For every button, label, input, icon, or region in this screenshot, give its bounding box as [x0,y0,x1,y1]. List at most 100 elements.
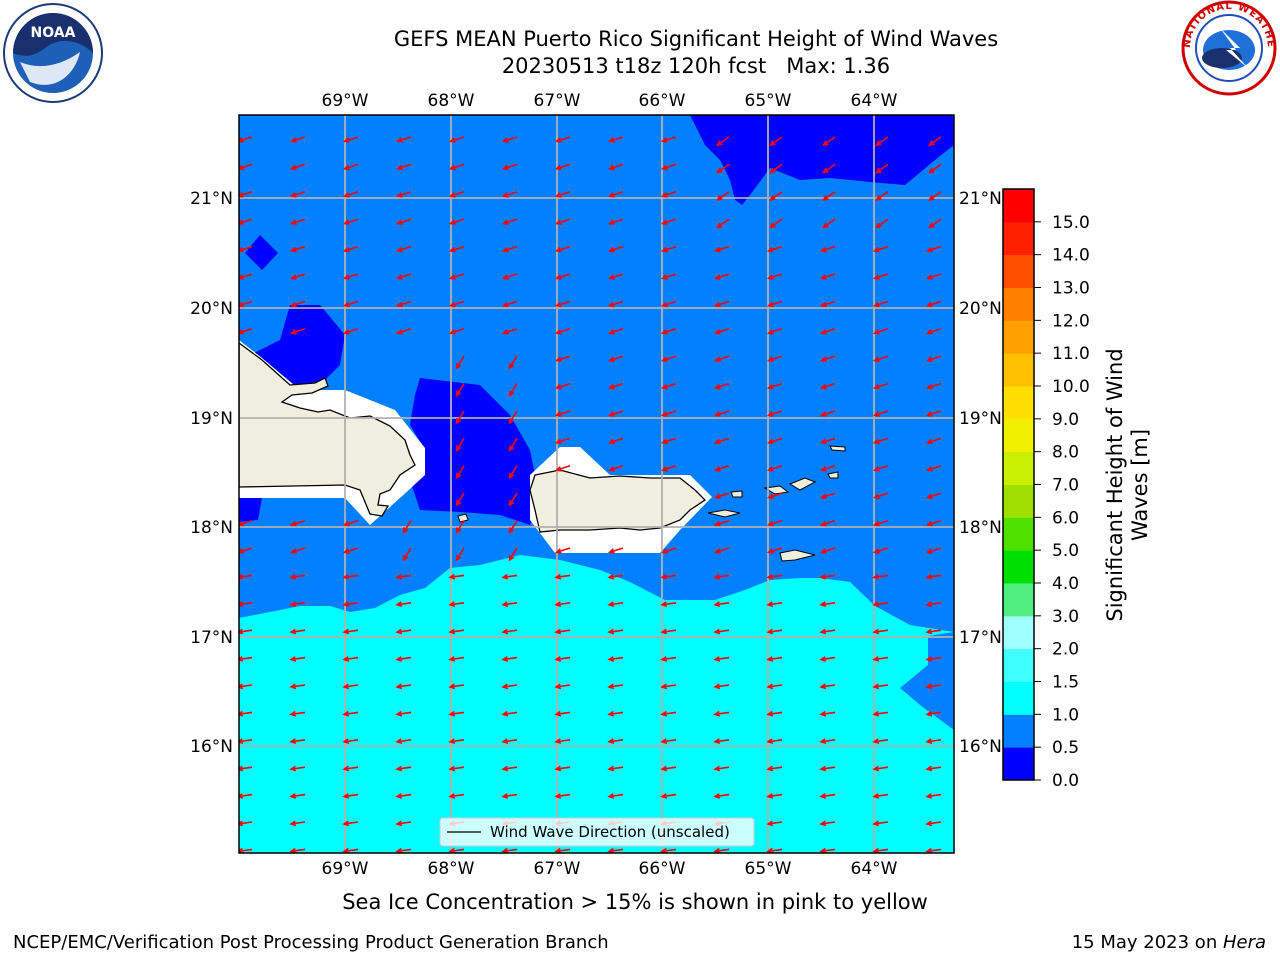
colorbar-segment [1003,747,1034,781]
wave-direction-arrow [872,601,889,608]
wave-direction-arrow [342,163,359,171]
wave-direction-arrow [822,136,836,147]
wave-direction-arrow [239,300,253,308]
wave-direction-arrow [554,163,571,171]
wave-direction-arrow [819,765,836,772]
wave-direction-arrow [872,820,889,827]
wave-direction-arrow [508,437,518,452]
wave-direction-arrow [925,382,942,390]
wave-direction-arrow [713,710,730,717]
wave-direction-arrow [766,547,783,554]
colorbar-segment [1003,353,1034,387]
wave-direction-arrow [455,520,465,535]
wave-direction-arrow [660,410,677,417]
wave-direction-arrow [607,191,624,198]
wave-direction-arrow [554,547,571,554]
wave-direction-arrow [289,218,306,225]
wave-direction-arrow [342,547,359,554]
wave-direction-arrow [819,738,836,745]
colorbar-segment [1003,287,1034,321]
colorbar-tick-label: 1.0 [1052,705,1079,725]
wave-direction-arrow [455,465,465,480]
wave-direction-arrow [342,273,359,280]
wave-direction-arrow [448,245,465,253]
wave-direction-arrow [713,328,730,335]
colorbar-tick-label: 15.0 [1052,213,1090,233]
wave-direction-arrow [713,273,730,280]
wave-direction-arrow [289,547,306,554]
wave-direction-arrow [239,519,253,527]
wave-direction-arrow [508,355,518,370]
wave-direction-arrow [289,573,306,580]
wave-direction-arrow [819,328,836,335]
wave-direction-arrow [766,765,783,772]
wave-direction-arrow [660,601,677,608]
wave-direction-arrow [766,245,783,253]
wave-direction-arrow [925,628,942,635]
wave-direction-arrow [607,465,624,472]
wave-direction-arrow [872,683,889,690]
wave-direction-arrow [448,765,465,772]
wave-direction-arrow [766,793,783,799]
wave-direction-arrow [395,628,412,635]
wave-direction-arrow [342,328,359,335]
wave-direction-arrow [554,683,571,690]
wave-direction-arrow [554,465,571,472]
wave-direction-arrow [925,273,942,280]
wave-direction-arrow [554,355,571,362]
wave-direction-arrow [395,136,412,143]
legend-label: Wind Wave Direction (unscaled) [490,823,730,841]
wave-direction-arrow [501,328,518,335]
wave-direction-arrow [501,273,518,280]
wave-direction-arrow [289,273,306,280]
wave-direction-arrow [819,300,836,308]
wave-direction-arrow [713,465,730,472]
wave-direction-arrow [289,820,306,827]
wave-direction-arrow [554,410,571,417]
wave-direction-arrow [766,738,783,745]
wave-direction-arrow [402,547,412,562]
wave-direction-arrow [872,300,889,308]
wave-direction-arrow [872,382,889,390]
wave-direction-arrow [554,765,571,772]
svg-text:20°N: 20°N [190,299,233,319]
wave-direction-arrow [713,492,730,499]
wave-direction-arrow [395,328,412,335]
wave-direction-arrow [395,218,412,225]
wave-direction-arrow [660,328,677,335]
wave-direction-arrow [872,355,889,362]
colorbar-tick-label: 3.0 [1052,607,1079,627]
wave-direction-arrow [819,793,836,799]
svg-text:68°W: 68°W [428,91,475,111]
wave-direction-arrow [660,628,677,635]
hispaniola-land [239,342,416,517]
wave-direction-arrow [713,437,730,445]
wave-direction-arrow [239,793,253,799]
wave-direction-arrow [716,163,730,174]
colorbar-tick-label: 0.5 [1052,738,1079,758]
wave-direction-arrow [819,382,836,390]
wave-direction-arrow [766,519,783,527]
wave-direction-arrow [508,410,518,425]
wave-direction-arrow [660,273,677,280]
wave-direction-arrow [713,300,730,308]
colorbar-tick-label: 0.0 [1052,771,1079,791]
wave-direction-arrow [501,245,518,253]
wave-direction-arrow [395,163,412,171]
colorbar-segment [1003,221,1034,256]
wave-direction-arrow [395,765,412,772]
wave-direction-arrow [660,765,677,772]
wave-direction-arrow [819,601,836,608]
wave-direction-arrow [395,738,412,745]
colorbar-tick-label: 8.0 [1052,443,1079,463]
wave-direction-arrow [395,573,412,580]
wave-direction-arrow [872,437,889,445]
wave-direction-arrow [448,136,465,143]
wave-direction-arrow [448,218,465,225]
wave-direction-arrow [239,765,253,772]
wave-direction-arrow [448,300,465,308]
wave-direction-arrow [455,383,465,398]
wave-direction-arrow [819,547,836,554]
wave-direction-arrow [501,683,518,690]
